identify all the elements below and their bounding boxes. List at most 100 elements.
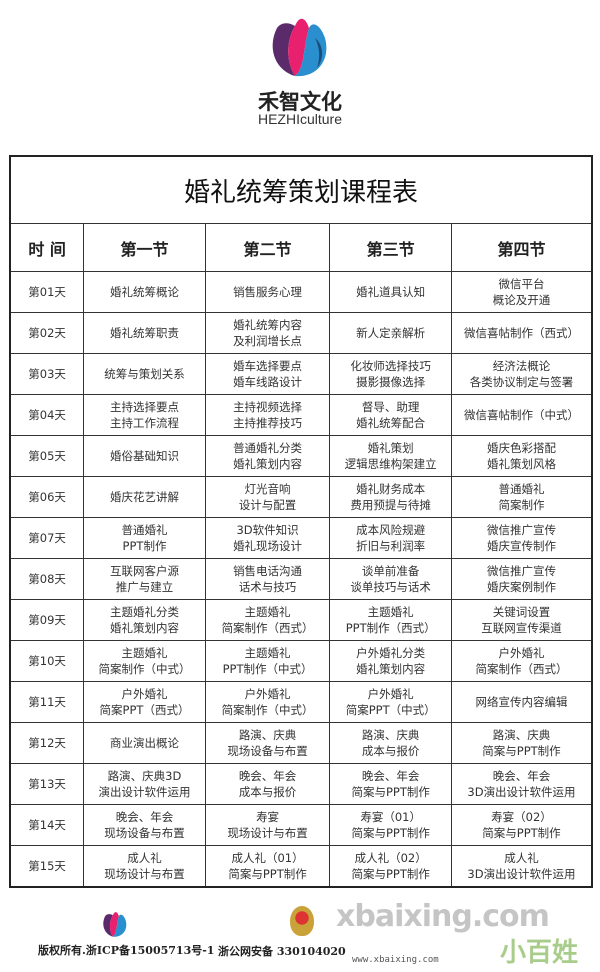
header-session-4: 第四节	[450, 223, 593, 272]
day-cell: 第11天	[9, 681, 85, 723]
table-row: 第07天 普通婚礼 PPT制作 3D软件知识 婚礼现场设计 成本风险规避 折旧与利润率…	[9, 517, 593, 559]
session-cell: 主持视频选择 主持推荐技巧	[204, 394, 331, 436]
watermark-url: www.xbaixing.com	[352, 955, 439, 965]
session-cell: 普通婚礼 简案制作	[450, 476, 593, 518]
header-session-2: 第二节	[204, 223, 331, 272]
header-session-3: 第三节	[329, 223, 452, 272]
session-cell: 户外婚礼分类 婚礼策划内容	[329, 640, 452, 682]
table-row: 第14天 晚会、年会 现场设备与布置 寿宴 现场设计与布置 寿宴（01） 简案与PPT…	[9, 804, 593, 846]
session-cell: 主题婚礼 简案制作（中式）	[83, 640, 206, 682]
session-cell: 微信推广宣传 婚庆宣传制作	[450, 517, 593, 559]
session-cell: 婚礼统筹职责	[83, 312, 206, 354]
session-cell: 成人礼（02） 简案与PPT制作	[329, 845, 452, 888]
session-cell: 督导、助理 婚礼统筹配合	[329, 394, 452, 436]
table-row: 第05天 婚俗基础知识 普通婚礼分类 婚礼策划内容 婚礼策划 逻辑思维构架建立 婚庆色彩…	[9, 435, 593, 477]
session-cell: 主题婚礼 简案制作（西式）	[204, 599, 331, 641]
table-title: 婚礼统筹策划课程表	[9, 155, 593, 224]
day-cell: 第15天	[9, 845, 85, 888]
session-cell: 寿宴（01） 简案与PPT制作	[329, 804, 452, 846]
session-cell: 普通婚礼分类 婚礼策划内容	[204, 435, 331, 477]
session-cell: 晚会、年会 现场设备与布置	[83, 804, 206, 846]
session-cell: 婚礼财务成本 费用预提与待摊	[329, 476, 452, 518]
table-row: 第11天 户外婚礼 简案PPT（西式） 户外婚礼 简案制作（中式） 户外婚礼 简案PP…	[9, 681, 593, 723]
session-cell: 主题婚礼分类 婚礼策划内容	[83, 599, 206, 641]
session-cell: 户外婚礼 简案制作（西式）	[450, 640, 593, 682]
session-cell: 谈单前准备 谈单技巧与话术	[329, 558, 452, 600]
session-cell: 户外婚礼 简案制作（中式）	[204, 681, 331, 723]
table-row: 第01天 婚礼统筹概论 销售服务心理 婚礼道具认知 微信平台 概论及开通	[9, 271, 593, 313]
session-cell: 婚庆花艺讲解	[83, 476, 206, 518]
day-cell: 第10天	[9, 640, 85, 682]
session-cell: 销售电话沟通 话术与技巧	[204, 558, 331, 600]
brand-logo-icon	[270, 11, 330, 77]
session-cell: 成人礼 现场设计与布置	[83, 845, 206, 888]
table-row: 第06天 婚庆花艺讲解 灯光音响 设计与配置 婚礼财务成本 费用预提与待摊 普通婚礼 简…	[9, 476, 593, 518]
brand-name-cn: 禾智文化	[258, 90, 342, 114]
table-row: 第12天 商业演出概论 路演、庆典 现场设备与布置 路演、庆典 成本与报价 路演、庆典 …	[9, 722, 593, 764]
session-cell: 晚会、年会 3D演出设计软件运用	[450, 763, 593, 805]
session-cell: 婚俗基础知识	[83, 435, 206, 477]
session-cell: 商业演出概论	[83, 722, 206, 764]
session-cell: 户外婚礼 简案PPT（中式）	[329, 681, 452, 723]
session-cell: 成本风险规避 折旧与利润率	[329, 517, 452, 559]
session-cell: 新人定亲解析	[329, 312, 452, 354]
session-cell: 路演、庆典 成本与报价	[329, 722, 452, 764]
day-cell: 第14天	[9, 804, 85, 846]
day-cell: 第13天	[9, 763, 85, 805]
day-cell: 第02天	[9, 312, 85, 354]
session-cell: 婚礼统筹概论	[83, 271, 206, 313]
day-cell: 第05天	[9, 435, 85, 477]
police-badge-icon	[290, 906, 314, 936]
session-cell: 寿宴（02） 简案与PPT制作	[450, 804, 593, 846]
session-cell: 经济法概论 各类协议制定与签署	[450, 353, 593, 395]
session-cell: 化妆师选择技巧 摄影摄像选择	[329, 353, 452, 395]
session-cell: 晚会、年会 简案与PPT制作	[329, 763, 452, 805]
session-cell: 路演、庆典 简案与PPT制作	[450, 722, 593, 764]
session-cell: 微信推广宣传 婚庆案例制作	[450, 558, 593, 600]
session-cell: 婚礼统筹内容 及利润增长点	[204, 312, 331, 354]
session-cell: 主持选择要点 主持工作流程	[83, 394, 206, 436]
session-cell: 普通婚礼 PPT制作	[83, 517, 206, 559]
police-record-text: 浙公网安备 330104020	[218, 945, 346, 958]
session-cell: 户外婚礼 简案PPT（西式）	[83, 681, 206, 723]
watermark-cn: 小百姓	[500, 938, 579, 968]
copyright-text: 版权所有.浙ICP备15005713号-1	[38, 944, 215, 957]
session-cell: 婚礼策划 逻辑思维构架建立	[329, 435, 452, 477]
brand-name-en: HEZHIculture	[257, 111, 343, 127]
session-cell: 主题婚礼 PPT制作（西式）	[329, 599, 452, 641]
day-cell: 第12天	[9, 722, 85, 764]
session-cell: 微信喜帖制作（中式）	[450, 394, 593, 436]
footer-brand-logo-icon	[103, 912, 127, 937]
session-cell: 销售服务心理	[204, 271, 331, 313]
header-session-1: 第一节	[83, 223, 206, 272]
table-row: 第15天 成人礼 现场设计与布置 成人礼（01） 简案与PPT制作 成人礼（02） 简…	[9, 845, 593, 888]
session-cell: 婚庆色彩搭配 婚礼策划风格	[450, 435, 593, 477]
session-cell: 3D软件知识 婚礼现场设计	[204, 517, 331, 559]
course-schedule-table: 婚礼统筹策划课程表 时 间 第一节 第二节 第三节 第四节 第01天 婚礼统筹概论…	[9, 155, 593, 888]
session-cell: 主题婚礼 PPT制作（中式）	[204, 640, 331, 682]
watermark: xbaixing.com	[336, 899, 550, 934]
table-row: 第10天 主题婚礼 简案制作（中式） 主题婚礼 PPT制作（中式） 户外婚礼分类 婚礼…	[9, 640, 593, 682]
session-cell: 路演、庆典 现场设备与布置	[204, 722, 331, 764]
day-cell: 第06天	[9, 476, 85, 518]
session-cell: 统筹与策划关系	[83, 353, 206, 395]
session-cell: 关键词设置 互联网宣传渠道	[450, 599, 593, 641]
table-row: 第08天 互联网客户源 推广与建立 销售电话沟通 话术与技巧 谈单前准备 谈单技巧与话…	[9, 558, 593, 600]
session-cell: 婚礼道具认知	[329, 271, 452, 313]
day-cell: 第07天	[9, 517, 85, 559]
session-cell: 成人礼（01） 简案与PPT制作	[204, 845, 331, 888]
table-row: 第09天 主题婚礼分类 婚礼策划内容 主题婚礼 简案制作（西式） 主题婚礼 PPT制作…	[9, 599, 593, 641]
day-cell: 第04天	[9, 394, 85, 436]
table-row: 第04天 主持选择要点 主持工作流程 主持视频选择 主持推荐技巧 督导、助理 婚礼统筹…	[9, 394, 593, 436]
session-cell: 寿宴 现场设计与布置	[204, 804, 331, 846]
header-time: 时 间	[9, 223, 85, 272]
header-row: 时 间 第一节 第二节 第三节 第四节	[9, 223, 593, 272]
session-cell: 成人礼 3D演出设计软件运用	[450, 845, 593, 888]
session-cell: 婚车选择要点 婚车线路设计	[204, 353, 331, 395]
brand-logo: 禾智文化 HEZHIculture	[255, 8, 345, 127]
day-cell: 第03天	[9, 353, 85, 395]
table-row: 第03天 统筹与策划关系 婚车选择要点 婚车线路设计 化妆师选择技巧 摄影摄像选择 经济…	[9, 353, 593, 395]
session-cell: 网络宣传内容编辑	[450, 681, 593, 723]
session-cell: 微信喜帖制作（西式）	[450, 312, 593, 354]
session-cell: 路演、庆典3D 演出设计软件运用	[83, 763, 206, 805]
